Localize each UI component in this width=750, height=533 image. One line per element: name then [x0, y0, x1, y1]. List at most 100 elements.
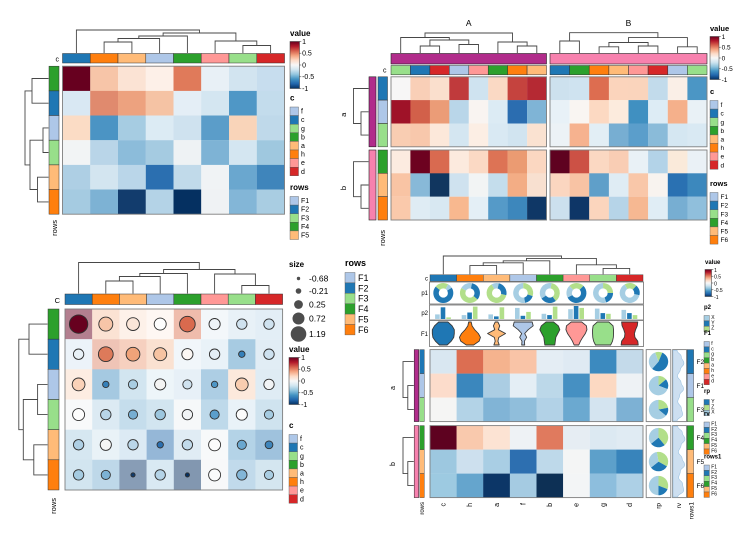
svg-text:rv: rv: [704, 412, 710, 418]
svg-text:0: 0: [722, 55, 726, 62]
svg-text:F3: F3: [697, 407, 705, 414]
svg-text:Y: Y: [711, 320, 715, 326]
svg-text:F4: F4: [358, 304, 369, 314]
svg-text:b: b: [390, 462, 397, 466]
svg-text:F2: F2: [697, 359, 705, 366]
svg-text:a: a: [494, 503, 501, 507]
svg-text:c: c: [301, 117, 305, 124]
svg-text:c: c: [383, 68, 387, 75]
svg-text:d: d: [627, 503, 634, 507]
svg-text:0.72: 0.72: [309, 313, 326, 323]
svg-text:rows1: rows1: [704, 455, 722, 461]
svg-text:F3: F3: [721, 211, 729, 218]
svg-text:b: b: [301, 134, 305, 141]
svg-text:B: B: [626, 18, 632, 28]
svg-text:A: A: [466, 18, 472, 28]
svg-text:F5: F5: [711, 443, 717, 449]
svg-text:e: e: [301, 160, 305, 167]
svg-text:b: b: [711, 357, 714, 363]
svg-text:d: d: [711, 379, 714, 385]
svg-text:h: h: [301, 152, 305, 159]
svg-text:X: X: [711, 410, 715, 416]
svg-text:F4: F4: [721, 220, 729, 227]
svg-text:f: f: [300, 436, 302, 443]
svg-text:F5: F5: [697, 459, 705, 466]
svg-text:-0.21: -0.21: [309, 286, 329, 296]
svg-text:p1: p1: [421, 291, 428, 297]
svg-text:F1: F1: [358, 273, 369, 283]
svg-text:F6: F6: [711, 491, 717, 497]
svg-text:e: e: [574, 503, 581, 507]
svg-text:X: X: [711, 315, 715, 321]
svg-text:F2: F2: [711, 470, 717, 476]
svg-text:rows: rows: [49, 498, 58, 514]
svg-text:a: a: [300, 471, 304, 478]
svg-text:g: g: [721, 119, 725, 126]
svg-text:F2: F2: [711, 427, 717, 433]
svg-text:-0.5: -0.5: [302, 74, 314, 81]
svg-text:0.25: 0.25: [309, 299, 326, 309]
svg-text:size: size: [289, 260, 305, 269]
svg-text:value: value: [289, 345, 310, 354]
svg-text:F6: F6: [697, 483, 705, 490]
svg-text:1.19: 1.19: [309, 329, 326, 339]
svg-text:c: c: [721, 111, 725, 118]
svg-text:Y: Y: [711, 399, 715, 405]
svg-text:c: c: [441, 503, 448, 507]
svg-text:c: c: [711, 346, 714, 352]
svg-text:h: h: [721, 145, 725, 152]
svg-text:-1: -1: [301, 402, 307, 409]
svg-text:-1: -1: [722, 77, 728, 84]
svg-text:rp: rp: [704, 389, 710, 395]
svg-text:g: g: [300, 453, 304, 460]
svg-text:g: g: [600, 503, 607, 507]
svg-text:a: a: [721, 137, 725, 144]
svg-text:-1: -1: [714, 295, 719, 301]
svg-text:-0.5: -0.5: [301, 390, 313, 397]
svg-text:0.5: 0.5: [714, 275, 721, 281]
svg-text:f: f: [711, 341, 713, 347]
svg-text:F6: F6: [721, 237, 729, 244]
svg-text:F1: F1: [421, 332, 429, 338]
svg-text:0.5: 0.5: [302, 51, 312, 58]
svg-text:F4: F4: [301, 224, 309, 231]
svg-text:Z: Z: [711, 404, 714, 410]
svg-text:a: a: [711, 363, 714, 369]
svg-text:a: a: [339, 112, 348, 117]
svg-text:a: a: [390, 386, 397, 390]
svg-text:value: value: [710, 24, 729, 33]
svg-text:rows: rows: [378, 230, 387, 246]
svg-text:-0.5: -0.5: [722, 66, 734, 73]
svg-text:F2: F2: [358, 283, 369, 293]
svg-text:F5: F5: [711, 486, 717, 492]
svg-text:d: d: [301, 169, 305, 176]
svg-text:e: e: [711, 373, 714, 379]
svg-text:F1: F1: [301, 198, 309, 205]
svg-text:f: f: [721, 102, 723, 109]
svg-text:F4: F4: [711, 438, 717, 444]
svg-text:f: f: [301, 109, 303, 116]
svg-text:g: g: [301, 126, 305, 133]
svg-text:d: d: [300, 496, 304, 503]
svg-text:C: C: [55, 296, 61, 305]
svg-text:c: c: [300, 445, 304, 452]
svg-text:1: 1: [714, 268, 717, 274]
svg-text:0: 0: [714, 281, 717, 287]
svg-text:Z: Z: [711, 326, 714, 332]
svg-text:F6: F6: [711, 448, 717, 454]
svg-text:F1: F1: [711, 464, 717, 470]
svg-text:c: c: [425, 277, 428, 283]
svg-text:d: d: [721, 162, 725, 169]
svg-text:b: b: [339, 186, 348, 190]
svg-text:-0.5: -0.5: [714, 288, 723, 294]
svg-text:e: e: [300, 488, 304, 495]
svg-text:e: e: [721, 154, 725, 161]
svg-text:F1: F1: [721, 194, 729, 201]
svg-text:F1: F1: [704, 331, 712, 337]
svg-text:value: value: [705, 260, 721, 266]
svg-text:h: h: [711, 368, 714, 374]
svg-text:p2: p2: [704, 305, 712, 311]
svg-text:F1: F1: [711, 421, 717, 427]
svg-text:F1: F1: [697, 383, 705, 390]
svg-text:F5: F5: [301, 233, 309, 240]
